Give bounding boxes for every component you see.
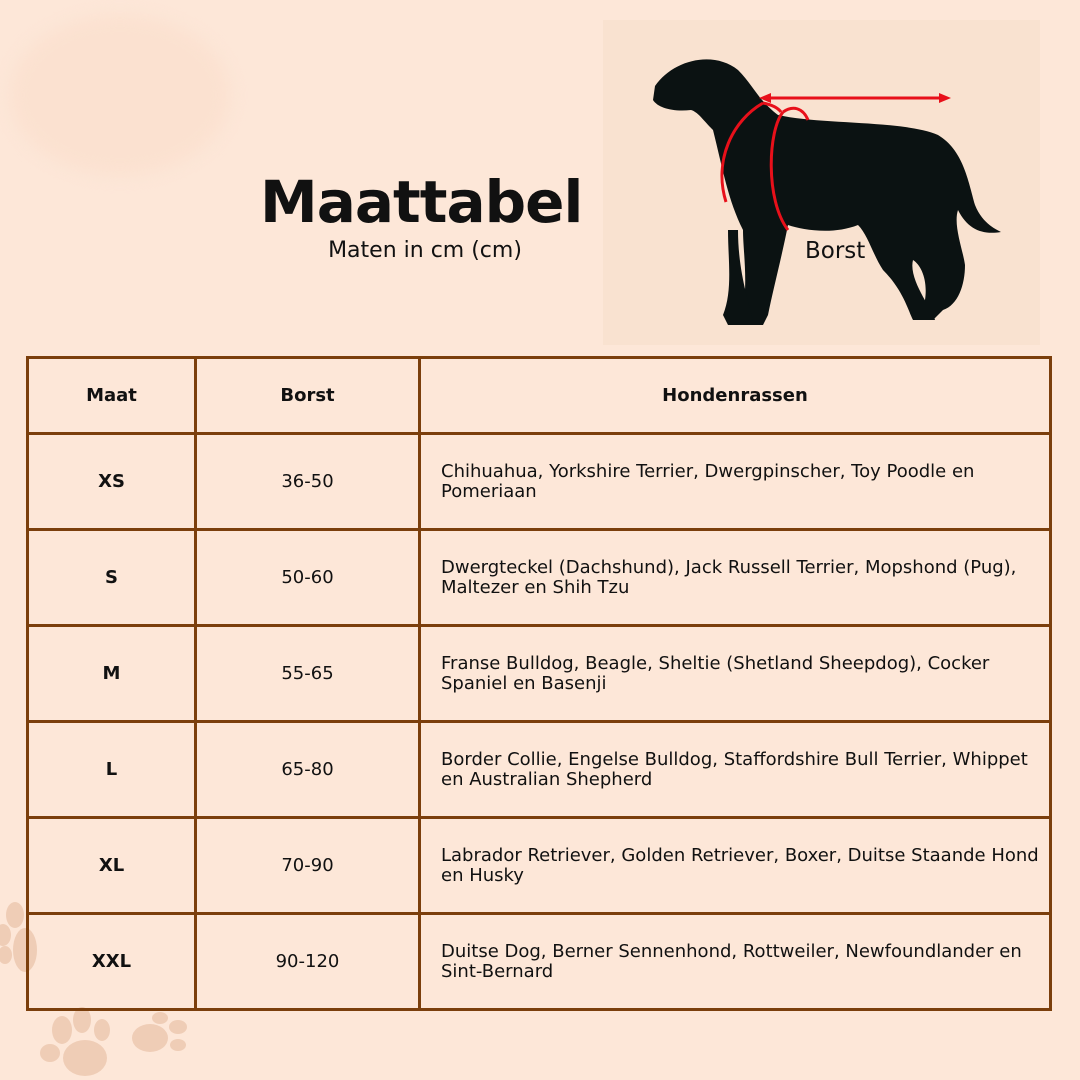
chest-label: Borst <box>805 238 866 264</box>
size-cell: XXL <box>26 912 197 1011</box>
size-cell: S <box>26 528 197 627</box>
breeds-cell: Dwergteckel (Dachshund), Jack Russell Te… <box>418 528 1052 627</box>
page-title: Maattabel <box>260 168 583 236</box>
table-row: XL 70-90 Labrador Retriever, Golden Retrie… <box>26 816 1052 915</box>
page-subtitle: Maten in cm (cm) <box>328 238 522 263</box>
table-row: XS 36-50 Chihuahua, Yorkshire Terrier, Dwe… <box>26 432 1052 531</box>
table-row: M 55-65 Franse Bulldog, Beagle, Sheltie (S… <box>26 624 1052 723</box>
breeds-cell: Chihuahua, Yorkshire Terrier, Dwergpinsc… <box>418 432 1052 531</box>
size-cell: M <box>26 624 197 723</box>
size-table: Maat Borst Hondenrassen XS 36-50 Chihuahua… <box>26 356 1052 1011</box>
chest-cell: 36-50 <box>194 432 421 531</box>
header-breeds: Hondenrassen <box>418 356 1052 435</box>
size-cell: XL <box>26 816 197 915</box>
header-size: Maat <box>26 356 197 435</box>
size-cell: L <box>26 720 197 819</box>
breeds-cell: Franse Bulldog, Beagle, Sheltie (Shetlan… <box>418 624 1052 723</box>
table-row: XXL 90-120 Duitse Dog, Berner Sennenhond, … <box>26 912 1052 1011</box>
chest-cell: 70-90 <box>194 816 421 915</box>
table-header-row: Maat Borst Hondenrassen <box>26 356 1052 435</box>
chest-cell: 55-65 <box>194 624 421 723</box>
size-cell: XS <box>26 432 197 531</box>
chest-cell: 50-60 <box>194 528 421 627</box>
chest-cell: 90-120 <box>194 912 421 1011</box>
decorative-blob <box>10 15 230 175</box>
header-chest: Borst <box>194 356 421 435</box>
dog-illustration <box>603 20 1040 345</box>
breeds-cell: Labrador Retriever, Golden Retriever, Bo… <box>418 816 1052 915</box>
dog-silhouette-icon <box>653 59 1001 326</box>
table-row: S 50-60 Dwergteckel (Dachshund), Jack Russ… <box>26 528 1052 627</box>
chest-cell: 65-80 <box>194 720 421 819</box>
table-row: L 65-80 Border Collie, Engelse Bulldog, St… <box>26 720 1052 819</box>
breeds-cell: Border Collie, Engelse Bulldog, Stafford… <box>418 720 1052 819</box>
breeds-cell: Duitse Dog, Berner Sennenhond, Rottweile… <box>418 912 1052 1011</box>
